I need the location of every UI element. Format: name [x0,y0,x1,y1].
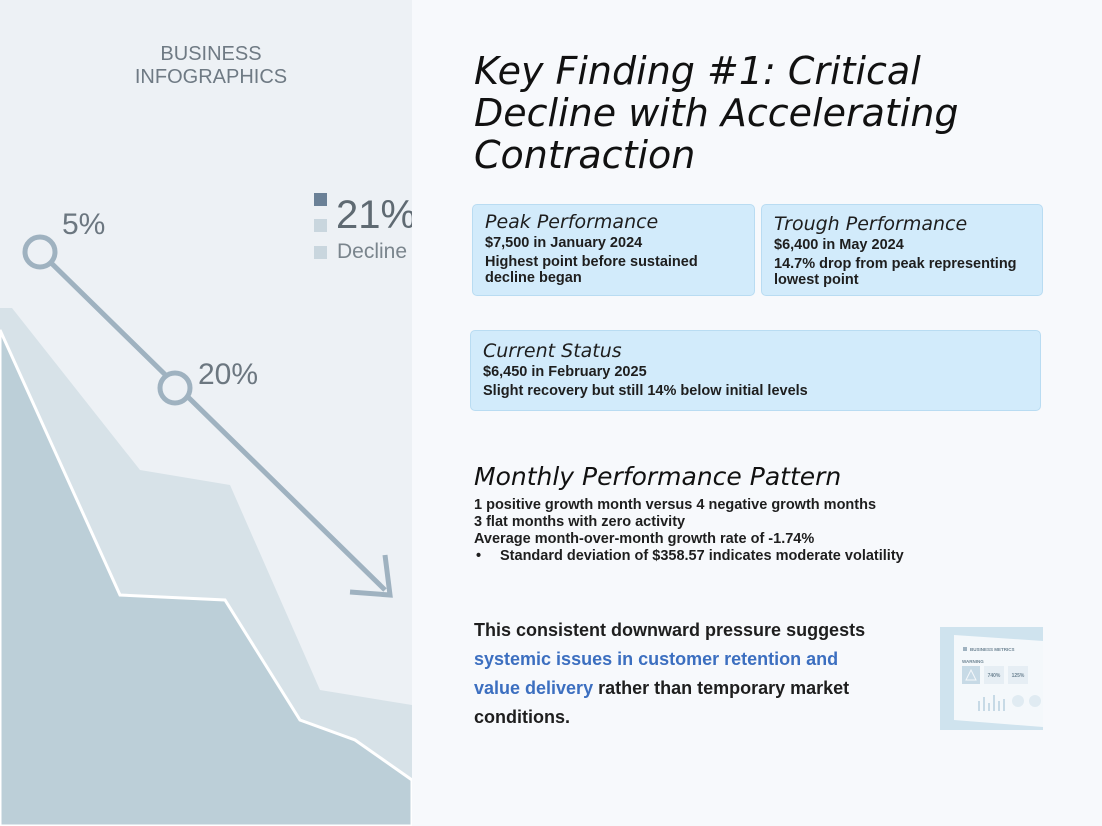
arrow-head-icon [349,554,393,598]
legend-swatch [314,219,327,232]
pattern-bullet: Standard deviation of $358.57 indicates … [474,548,904,565]
area-dark [0,329,412,826]
decline-graphic [0,234,412,826]
brand-line: INFOGRAPHICS [134,66,288,88]
conclusion-text: This consistent downward pressure sugges… [474,620,866,640]
dashboard-preview-image: BUSINESS METRICS WARNING 740% 125% [954,635,1043,727]
dashboard-thumbnail: BUSINESS METRICS WARNING 740% 125% [940,627,1043,730]
arrow-line [38,250,387,592]
card-title: Trough Performance [774,213,968,235]
thumbnail-title: BUSINESS METRICS [970,647,1015,652]
card-value: $7,500 in January 2024 [485,235,643,251]
point-label: 5% [62,208,106,241]
card-desc: 14.7% drop from peak representing lowest… [774,256,1017,288]
conclusion-text: rather than temporary market conditions. [474,678,850,727]
point-marker [22,234,58,270]
card-current: Current Status $6,450 in February 2025 S… [470,330,1041,411]
thumbnail-warning: WARNING [962,659,984,664]
card-desc: Slight recovery but still 14% below init… [483,383,808,399]
infographic-panel: BUSINESS INFOGRAPHICS 5% 20% 21% Decline [0,0,412,826]
card-desc: Highest point before sustained decline b… [485,254,698,286]
thumbnail-logo-icon [963,647,967,651]
conclusion-highlight: systemic issues in customer retention an… [474,649,839,698]
card-value: $6,400 in May 2024 [774,237,904,253]
conclusion: This consistent downward pressure sugges… [474,616,874,732]
card-title: Current Status [483,340,622,362]
thumbnail-stat: 740% [988,673,1001,679]
pattern-line: 3 flat months with zero activity [474,514,686,530]
legend-swatch [314,193,327,206]
page-title: Key Finding #1: Critical Decline with Ac… [474,49,959,177]
card-title: Peak Performance [485,211,659,233]
point-marker [157,370,193,406]
pattern-line: Average month-over-month growth rate of … [474,531,815,547]
thumbnail-stat: 125% [1012,673,1025,679]
content-panel: Key Finding #1: Critical Decline with Ac… [412,0,1102,826]
warning-icon [965,668,977,681]
card-peak: Peak Performance $7,500 in January 2024 … [472,204,755,296]
legend-value: 21% [336,193,412,237]
brand-line: BUSINESS [160,43,262,65]
card-trough: Trough Performance $6,400 in May 2024 14… [761,204,1043,296]
card-value: $6,450 in February 2025 [483,364,647,380]
section-heading: Monthly Performance Pattern [474,462,842,491]
point-label: 20% [198,358,259,391]
pattern-line: 1 positive growth month versus 4 negativ… [474,497,877,513]
pattern-list: 1 positive growth month versus 4 negativ… [474,497,904,565]
legend-swatch [314,246,327,259]
brand-title: BUSINESS INFOGRAPHICS [126,43,296,89]
legend-label: Decline [337,240,408,263]
